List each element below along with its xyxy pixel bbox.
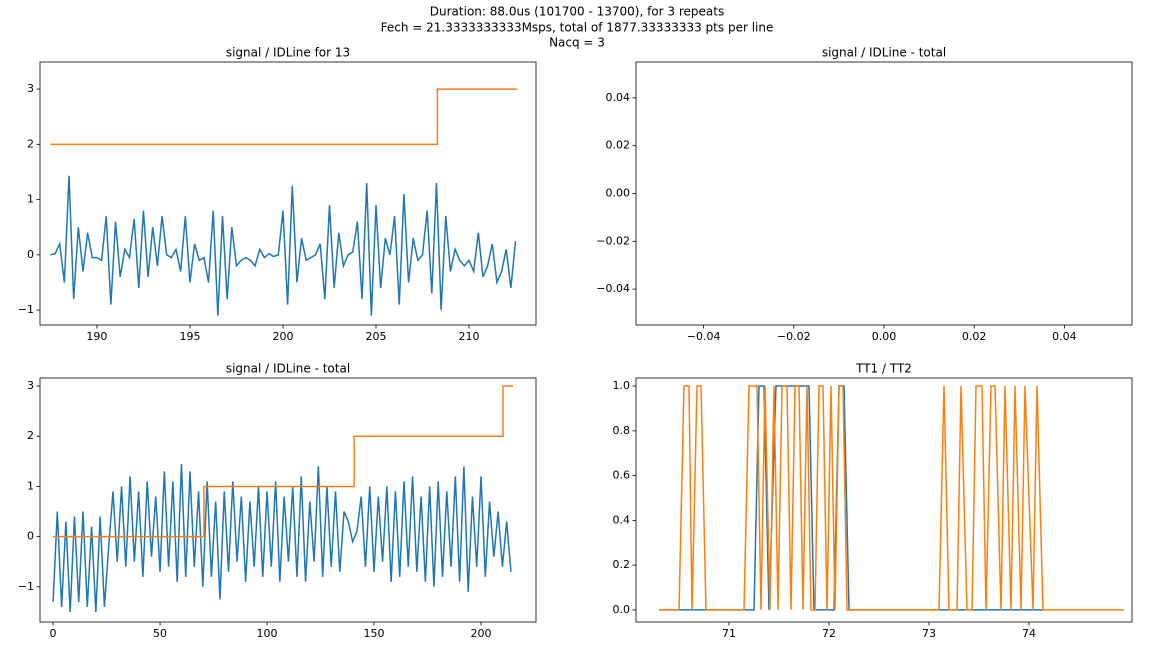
x-tick-label: 0 [50, 627, 57, 640]
x-tick-label: 74 [1022, 627, 1036, 640]
y-tick-label: 0 [27, 248, 34, 261]
y-tick-label: −0.02 [596, 234, 630, 247]
x-tick-label: 72 [822, 627, 836, 640]
y-tick-label: −1 [18, 303, 34, 316]
y-tick-label: 0 [27, 530, 34, 543]
suptitle: Nacq = 3 [549, 36, 605, 50]
y-tick-label: 1 [27, 479, 34, 492]
x-tick-label: 0.04 [1052, 330, 1077, 343]
y-tick-label: 0.2 [613, 558, 631, 571]
axes-frame [39, 377, 537, 623]
axes-frame [635, 377, 1133, 623]
x-tick-label: 190 [86, 330, 107, 343]
x-tick-label: 150 [364, 627, 385, 640]
axes-frame [39, 61, 537, 326]
y-tick-label: 0.04 [606, 91, 631, 104]
x-tick-label: 200 [471, 627, 492, 640]
y-tick-label: 2 [27, 137, 34, 150]
series-line [53, 385, 514, 538]
series-line [50, 175, 517, 316]
x-tick-label: 50 [153, 627, 167, 640]
y-tick-label: 2 [27, 429, 34, 442]
x-tick-label: 0.02 [962, 330, 987, 343]
y-tick-label: 0.8 [613, 424, 631, 437]
axes-frame [635, 61, 1133, 326]
x-tick-label: 195 [179, 330, 200, 343]
series-line [659, 385, 1124, 611]
axes-title: signal / IDLine - total [822, 46, 946, 60]
x-tick-label: 73 [922, 627, 936, 640]
x-tick-label: 71 [722, 627, 736, 640]
y-tick-label: 0.0 [613, 603, 631, 616]
y-tick-label: 1 [27, 193, 34, 206]
suptitle: Fech = 21.3333333333Msps, total of 1877.… [381, 21, 774, 35]
y-tick-label: 0.00 [606, 187, 631, 200]
y-tick-label: 0.02 [606, 139, 631, 152]
y-tick-label: −1 [18, 580, 34, 593]
axes-title: TT1 / TT2 [855, 362, 912, 376]
x-tick-label: 205 [366, 330, 387, 343]
x-tick-label: −0.02 [777, 330, 811, 343]
y-tick-label: −0.04 [596, 282, 630, 295]
y-tick-label: 0.6 [613, 469, 631, 482]
axes-title: signal / IDLine - total [226, 362, 350, 376]
y-tick-label: 3 [27, 82, 34, 95]
x-tick-label: 200 [272, 330, 293, 343]
y-tick-label: 3 [27, 379, 34, 392]
x-tick-label: −0.04 [687, 330, 721, 343]
suptitle: Duration: 88.0us (101700 - 13700), for 3… [430, 5, 724, 19]
y-tick-label: 1.0 [613, 379, 631, 392]
series-line [50, 88, 518, 146]
x-tick-label: 100 [257, 627, 278, 640]
x-tick-label: 210 [459, 330, 480, 343]
series-line [52, 463, 512, 612]
x-tick-label: 0.00 [872, 330, 897, 343]
y-tick-label: 0.4 [613, 513, 631, 526]
axes-title: signal / IDLine for 13 [226, 46, 350, 60]
